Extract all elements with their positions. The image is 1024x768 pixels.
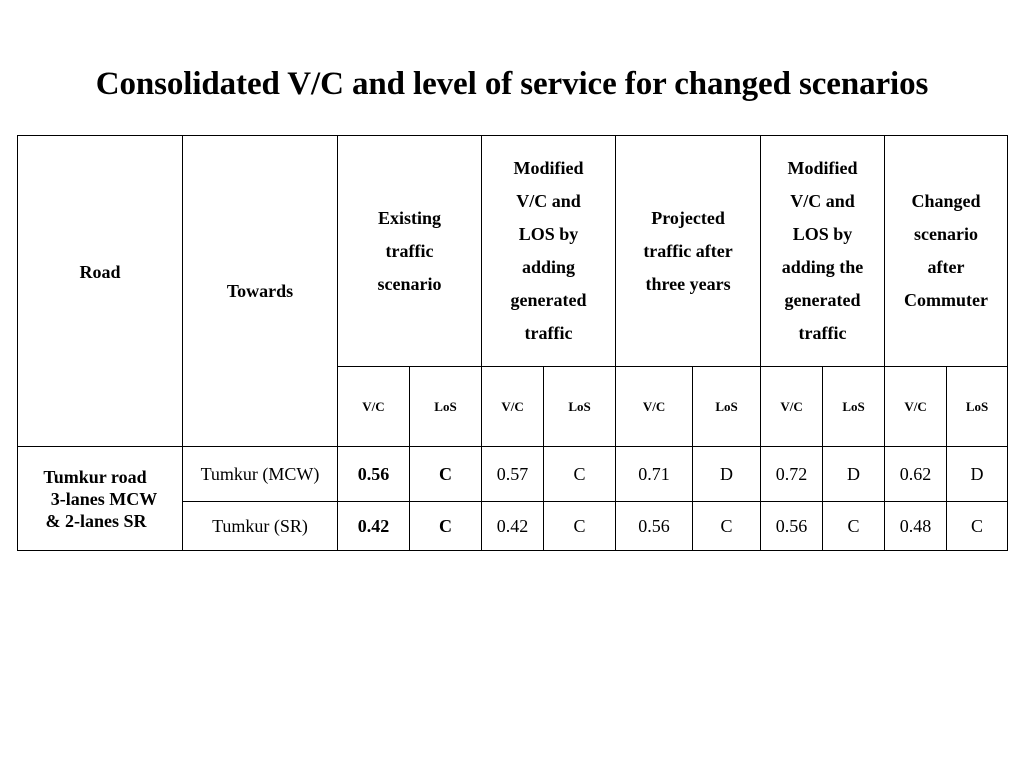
page-title: Consolidated V/C and level of service fo… <box>95 66 929 102</box>
value-cell: 0.57 <box>481 446 545 502</box>
vc-subheader: V/C <box>884 366 948 447</box>
group-header-line: Projected <box>651 207 725 228</box>
value-cell: C <box>543 446 617 502</box>
value-cell: C <box>822 501 886 551</box>
vc-subheader: V/C <box>760 366 824 447</box>
group-header-line: Commuter <box>904 290 989 310</box>
los-subheader: LoS <box>822 366 886 447</box>
group-header-line: Existing <box>377 207 442 228</box>
group-header-line: three years <box>645 273 731 294</box>
towards-cell: Tumkur (SR) <box>182 501 338 551</box>
value-cell: C <box>946 501 1009 551</box>
group-header-line: traffic <box>524 323 573 343</box>
group-header: Modified V/C and LOS by adding generated traf… <box>481 135 617 367</box>
table-row: Tumkur road 3-lanes MCW & 2-lanes SR Tum… <box>17 446 1009 551</box>
group-header: Projected traffic after three years <box>615 135 762 367</box>
value-cell: 0.48 <box>884 501 948 551</box>
group-header-line: traffic after <box>643 240 733 261</box>
table-row: Tumkur (SR) 0.42 C 0.42 C 0.56 C 0.56 C … <box>18 501 1009 551</box>
group-header-line: LOS by <box>792 224 853 244</box>
group-header-line: V/C and <box>790 191 855 211</box>
group-header-line: after <box>927 257 965 277</box>
value-cell: D <box>946 446 1009 502</box>
group-header-line: Modified <box>787 158 858 178</box>
road-name-cell: Tumkur road 3-lanes MCW & 2-lanes SR <box>17 446 183 551</box>
value-cell: C <box>692 501 762 551</box>
value-cell: 0.56 <box>615 501 694 551</box>
value-cell: 0.42 <box>481 501 545 551</box>
group-header-line: generated <box>510 290 587 310</box>
towards-cell: Tumkur (MCW) <box>182 446 338 502</box>
los-subheader: LoS <box>543 366 617 447</box>
group-header: Existing traffic scenario <box>336 135 483 367</box>
value-cell: C <box>408 446 483 502</box>
group-header-line: generated <box>784 290 861 310</box>
value-cell: 0.56 <box>760 501 824 551</box>
group-header-line: scenario <box>914 224 979 244</box>
towards-header: Towards <box>182 135 338 447</box>
value-cell: D <box>822 446 886 502</box>
group-header-line: Modified <box>513 158 584 178</box>
group-header-line: V/C and <box>516 191 581 211</box>
los-subheader: LoS <box>692 366 762 447</box>
group-header: Modified V/C and LOS by adding the generated… <box>760 135 886 367</box>
value-cell: 0.56 <box>337 446 410 502</box>
vc-subheader: V/C <box>337 366 410 447</box>
value-cell: 0.72 <box>760 446 824 502</box>
vc-subheader: V/C <box>615 366 694 447</box>
group-header-line: LOS by <box>518 224 579 244</box>
los-table: Road Towards Existing traffic scenario Mod… <box>17 135 1009 551</box>
group-header-line: traffic <box>385 240 434 261</box>
los-subheader: LoS <box>946 366 1009 447</box>
vc-subheader: V/C <box>481 366 545 447</box>
group-header-line: adding the <box>781 257 864 277</box>
value-cell: C <box>543 501 617 551</box>
group-header-line: Changed <box>911 191 981 211</box>
los-subheader: LoS <box>408 366 483 447</box>
header-row: Road Towards Existing traffic scenario Mod… <box>17 135 1009 447</box>
value-cell: D <box>692 446 762 502</box>
value-cell: 0.71 <box>615 446 694 502</box>
group-header: Changed scenario after Commuter <box>884 135 1009 367</box>
group-header-line: scenario <box>377 273 442 294</box>
subheader-row: V/C LoS V/C LoS V/C LoS V/C LoS V/C LoS <box>18 366 1009 447</box>
value-cell: C <box>408 501 483 551</box>
group-header-line: traffic <box>798 323 847 343</box>
value-cell: 0.42 <box>337 501 410 551</box>
road-header: Road <box>17 135 183 447</box>
value-cell: 0.62 <box>884 446 948 502</box>
group-header-line: adding <box>522 257 576 277</box>
